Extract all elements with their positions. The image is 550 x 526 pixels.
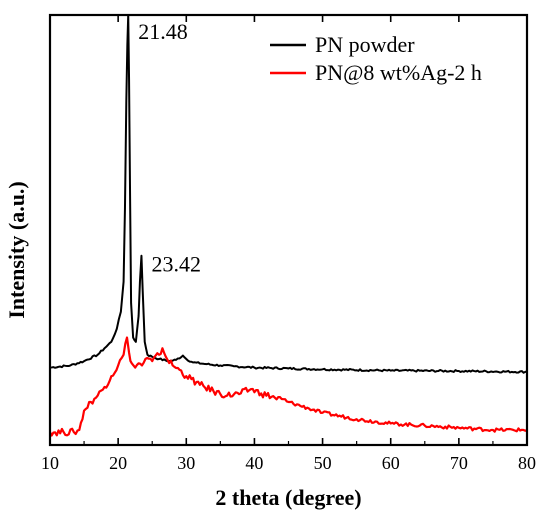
ticks-layer: 10 20 30 40 50 60 70 80 — [41, 15, 536, 473]
x-tick-label: 20 — [109, 453, 127, 473]
x-tick-label: 40 — [245, 453, 263, 473]
x-axis-title: 2 theta (degree) — [215, 485, 361, 510]
x-tick-label: 80 — [518, 453, 536, 473]
series-layer — [49, 14, 528, 437]
x-tick-label: 60 — [382, 453, 400, 473]
x-tick-label: 30 — [177, 453, 195, 473]
peak-annotation-1: 21.48 — [138, 19, 188, 44]
legend-label-1: PN powder — [315, 32, 415, 57]
legend-label-2: PN@8 wt%Ag-2 h — [315, 60, 482, 85]
series-line-2 — [49, 336, 528, 437]
y-axis-title: Intensity (a.u.) — [4, 181, 29, 319]
x-tick-label: 10 — [41, 453, 59, 473]
series-line-1 — [49, 14, 528, 374]
legend: PN powder PN@8 wt%Ag-2 h — [270, 32, 482, 85]
peak-annotation-2: 23.42 — [151, 251, 201, 276]
annotation-layer: 21.48 23.42 — [138, 19, 201, 276]
x-tick-label: 50 — [314, 453, 332, 473]
x-tick-label: 70 — [450, 453, 468, 473]
